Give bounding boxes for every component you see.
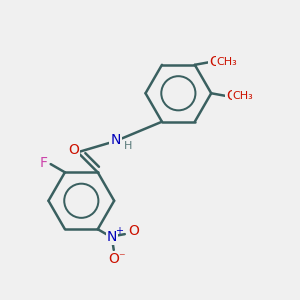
Text: CH₃: CH₃ xyxy=(233,91,254,101)
Text: O: O xyxy=(226,89,237,103)
Text: N: N xyxy=(110,133,121,147)
Text: O: O xyxy=(68,143,79,157)
Text: O: O xyxy=(108,252,119,266)
Text: O: O xyxy=(209,55,220,69)
Text: F: F xyxy=(40,156,48,170)
Text: ⁻: ⁻ xyxy=(118,251,125,264)
Text: +: + xyxy=(116,226,123,236)
Text: CH₃: CH₃ xyxy=(216,57,237,67)
Text: N: N xyxy=(107,230,118,244)
Text: H: H xyxy=(123,141,132,152)
Text: O: O xyxy=(128,224,139,239)
